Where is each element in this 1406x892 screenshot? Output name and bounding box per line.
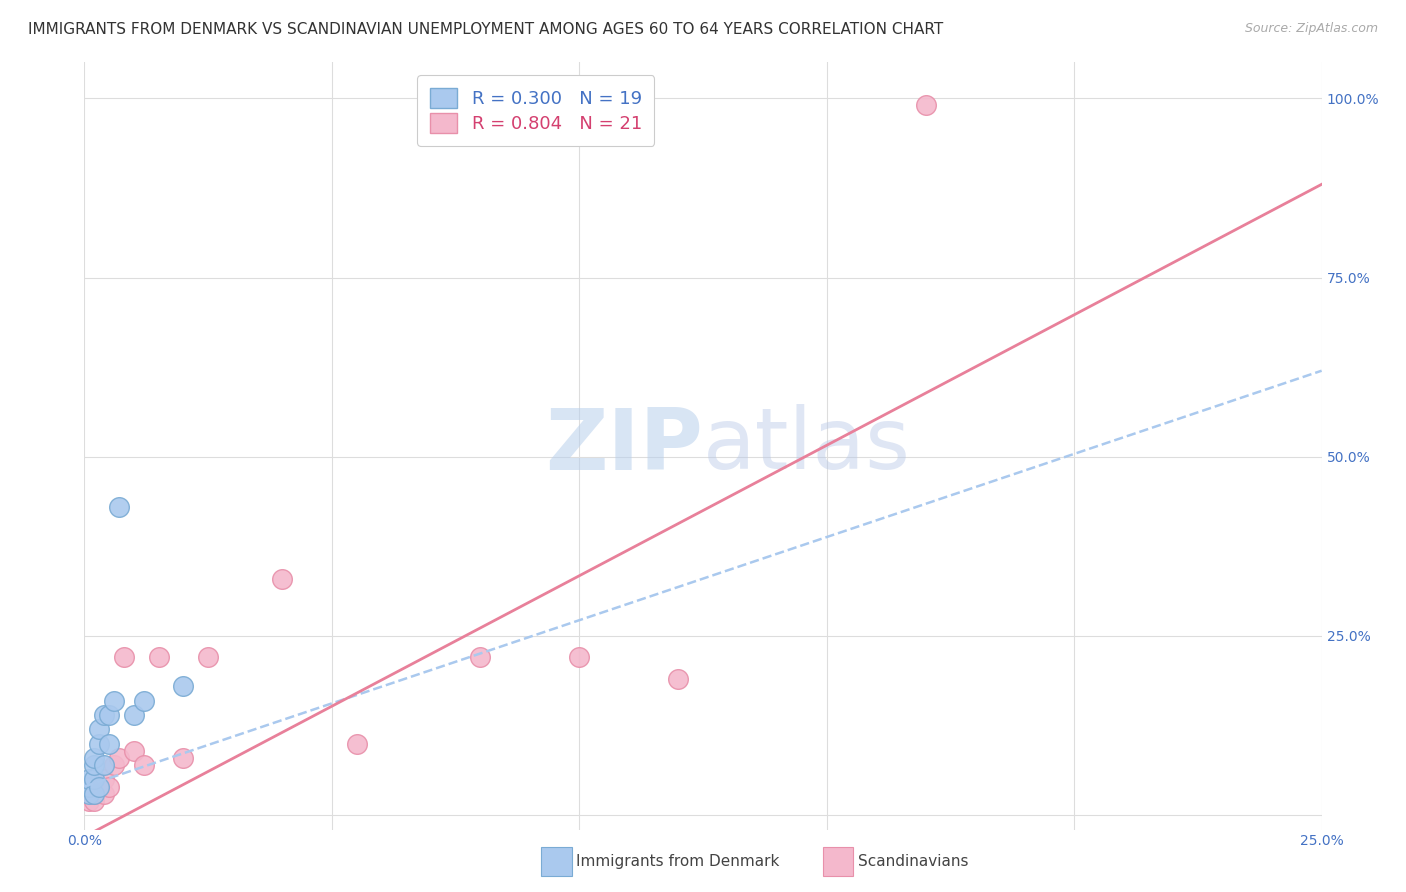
Point <box>93 758 115 772</box>
Point <box>666 672 689 686</box>
Point <box>470 650 492 665</box>
Point <box>79 772 101 787</box>
Point <box>98 737 121 751</box>
Point <box>79 794 101 808</box>
Text: IMMIGRANTS FROM DENMARK VS SCANDINAVIAN UNEMPLOYMENT AMONG AGES 60 TO 64 YEARS C: IMMIGRANTS FROM DENMARK VS SCANDINAVIAN … <box>28 22 943 37</box>
Point <box>93 772 115 787</box>
Point <box>568 650 591 665</box>
Point <box>93 787 115 801</box>
Text: ZIP: ZIP <box>546 404 703 488</box>
Point <box>172 679 194 693</box>
Point <box>197 650 219 665</box>
Text: Scandinavians: Scandinavians <box>858 855 969 869</box>
Point <box>112 650 135 665</box>
Point <box>271 572 294 586</box>
Point <box>83 787 105 801</box>
Point <box>98 780 121 794</box>
Point <box>122 707 145 722</box>
Point <box>89 722 111 736</box>
Point <box>83 751 105 765</box>
Point <box>108 500 131 514</box>
Point <box>148 650 170 665</box>
Point <box>89 780 111 794</box>
Point <box>83 787 105 801</box>
Point <box>79 780 101 794</box>
Point <box>103 758 125 772</box>
Point <box>89 737 111 751</box>
Text: Source: ZipAtlas.com: Source: ZipAtlas.com <box>1244 22 1378 36</box>
Point <box>914 98 936 112</box>
Text: Immigrants from Denmark: Immigrants from Denmark <box>576 855 780 869</box>
Point <box>172 751 194 765</box>
Point <box>79 787 101 801</box>
Point <box>346 737 368 751</box>
Point <box>83 772 105 787</box>
Point <box>108 751 131 765</box>
Legend: R = 0.300   N = 19, R = 0.804   N = 21: R = 0.300 N = 19, R = 0.804 N = 21 <box>418 75 655 145</box>
Point <box>89 780 111 794</box>
Point <box>98 707 121 722</box>
Point <box>83 794 105 808</box>
Text: atlas: atlas <box>703 404 911 488</box>
Point <box>132 758 155 772</box>
Point <box>122 744 145 758</box>
Point <box>83 758 105 772</box>
Point <box>93 707 115 722</box>
Point <box>132 693 155 707</box>
Point <box>103 693 125 707</box>
